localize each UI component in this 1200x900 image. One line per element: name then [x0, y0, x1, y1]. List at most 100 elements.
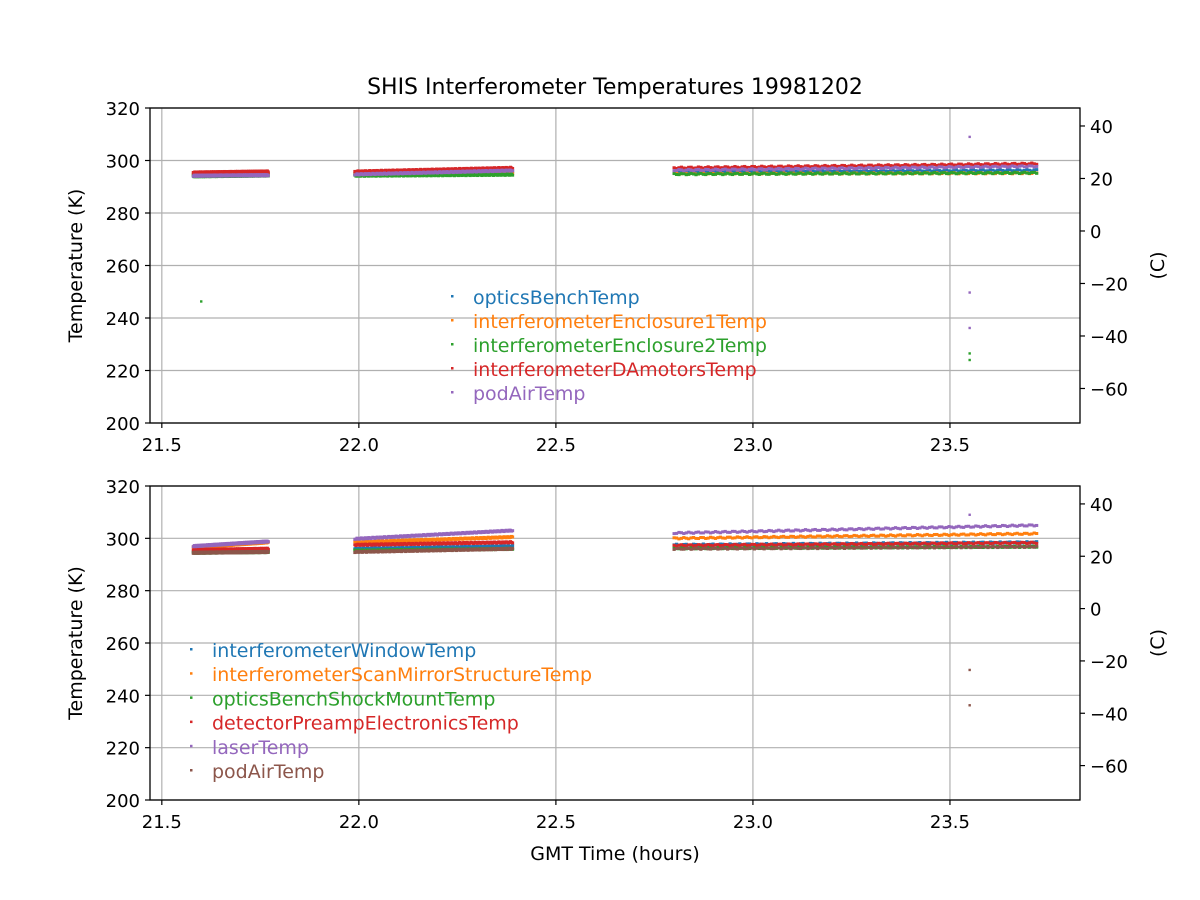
data-point — [701, 544, 705, 548]
data-point — [913, 165, 917, 169]
data-point — [1020, 164, 1024, 168]
data-point — [696, 543, 701, 547]
data-point — [891, 541, 895, 545]
data-point — [762, 530, 766, 534]
data-point — [1005, 162, 1010, 166]
data-point — [837, 534, 842, 538]
data-point — [842, 167, 847, 171]
legend: opticsBenchTempinterferometerEnclosure1T… — [451, 287, 767, 405]
data-point — [901, 165, 905, 169]
data-point — [684, 166, 688, 170]
data-point — [1013, 532, 1017, 536]
data-point — [842, 546, 847, 550]
data-point — [709, 535, 713, 539]
data-point — [1005, 171, 1010, 175]
data-point — [915, 163, 920, 167]
data-point — [852, 546, 856, 550]
data-point — [677, 530, 681, 534]
data-point — [857, 172, 861, 176]
data-point — [721, 546, 725, 550]
data-point — [747, 536, 752, 540]
data-point — [679, 170, 684, 174]
data-point — [679, 172, 684, 176]
data-point — [850, 166, 854, 170]
data-point — [750, 170, 754, 174]
data-point — [833, 546, 837, 550]
data-point — [764, 165, 769, 169]
data-point — [679, 531, 684, 535]
data-point — [925, 532, 929, 536]
y-tick-label: 320 — [106, 99, 140, 120]
data-point — [927, 533, 932, 537]
data-point — [745, 172, 749, 176]
data-point — [752, 545, 757, 549]
data-point — [713, 172, 718, 176]
figure-title: SHIS Interferometer Temperatures 1998120… — [367, 75, 863, 100]
data-point — [828, 172, 832, 176]
data-point — [694, 530, 698, 534]
data-point — [833, 166, 837, 170]
data-point — [833, 534, 837, 538]
data-point — [891, 542, 895, 546]
data-point — [716, 165, 720, 169]
y-tick-label: 200 — [106, 414, 140, 435]
data-point — [816, 542, 820, 546]
data-point — [891, 166, 895, 170]
data-point — [862, 164, 866, 168]
data-point — [889, 542, 893, 546]
data-point — [988, 525, 993, 529]
data-point — [1020, 540, 1024, 544]
data-point — [777, 528, 781, 532]
data-point — [998, 540, 1002, 544]
y-tick-label: 280 — [106, 204, 140, 225]
data-point — [718, 547, 722, 551]
data-point — [862, 546, 866, 550]
data-point — [828, 528, 832, 532]
data-point — [794, 546, 798, 550]
data-point — [947, 533, 951, 537]
data-point — [818, 546, 822, 550]
data-point — [1035, 164, 1039, 168]
data-point — [876, 163, 881, 167]
data-point — [847, 169, 851, 173]
data-point — [1015, 541, 1019, 545]
data-point — [998, 542, 1002, 546]
data-point — [915, 546, 920, 550]
data-point — [896, 171, 900, 175]
data-point — [932, 526, 937, 530]
data-point — [879, 542, 883, 546]
data-point — [881, 527, 885, 531]
data-point — [677, 166, 681, 170]
data-point — [762, 165, 766, 169]
data-point — [682, 544, 686, 548]
data-point — [884, 165, 888, 169]
data-point — [988, 542, 993, 546]
data-point — [745, 168, 749, 172]
data-point — [898, 542, 902, 546]
data-point — [842, 171, 847, 175]
outlier-point — [968, 291, 971, 294]
data-point — [886, 171, 890, 175]
data-point — [906, 163, 910, 167]
data-point — [940, 171, 944, 175]
data-point — [1015, 168, 1019, 172]
data-point — [959, 525, 963, 529]
data-point — [1022, 168, 1027, 172]
data-point — [881, 166, 885, 170]
data-point — [728, 542, 732, 546]
data-point — [906, 542, 910, 546]
data-point — [996, 525, 1000, 529]
data-point — [1010, 171, 1014, 175]
data-point — [998, 163, 1002, 167]
data-point — [886, 163, 890, 167]
data-point — [796, 170, 800, 174]
data-point — [696, 547, 701, 551]
bottom-panel: 21.5 22.0 22.5 23.0 23.520022024026028030032… — [65, 477, 1169, 833]
data-point — [779, 542, 783, 546]
data-point — [733, 536, 737, 540]
data-point — [935, 171, 939, 175]
data-point — [864, 534, 868, 538]
data-point — [760, 542, 764, 546]
data-point — [818, 543, 822, 547]
data-point — [918, 164, 922, 168]
